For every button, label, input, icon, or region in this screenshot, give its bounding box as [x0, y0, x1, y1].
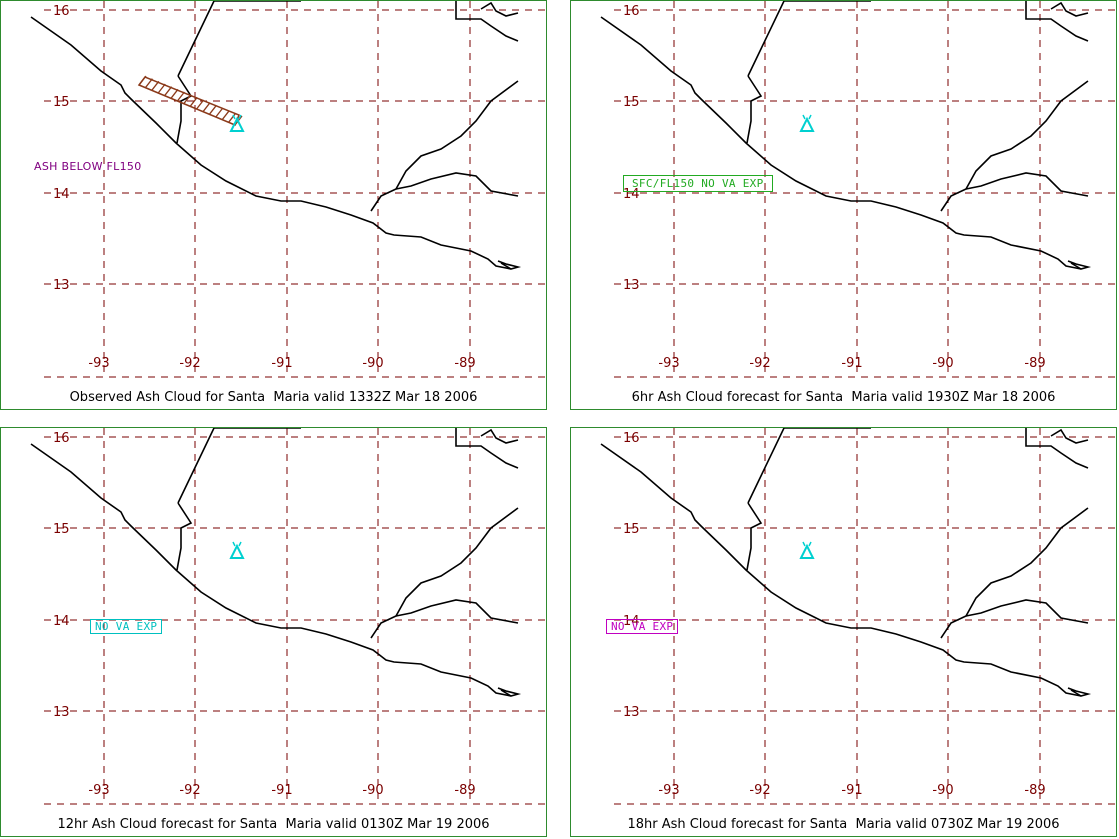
longitude-label: -89: [454, 356, 475, 371]
ash-cloud-polygon: [137, 75, 243, 126]
latitude-label: 14: [623, 614, 640, 629]
longitude-label: -91: [841, 356, 862, 371]
latitude-label: 16: [53, 4, 70, 19]
panel-caption: 6hr Ash Cloud forecast for Santa Maria v…: [631, 390, 1056, 405]
latitude-label: 16: [623, 4, 640, 19]
boundary-line: [455, 1, 519, 42]
boundary-line: [1025, 428, 1089, 469]
latitude-label: 15: [623, 95, 640, 110]
longitude-label: -91: [271, 356, 292, 371]
volcano-triangle-icon: [229, 114, 245, 132]
boundary-line: [30, 16, 512, 270]
longitude-label: -92: [179, 783, 200, 798]
forecast-note-box: NO VA EXP: [606, 619, 679, 634]
boundary-line: [940, 80, 1089, 212]
latitude-label: 16: [53, 431, 70, 446]
map-canvas: 16 15 14 13 -93 -92 -91 -90 -89: [30, 1, 546, 378]
volcano-triangle-icon: [229, 541, 245, 559]
boundary-line: [395, 599, 519, 624]
longitude-label: -91: [841, 783, 862, 798]
boundary-line: [965, 172, 1089, 197]
panel-caption: 12hr Ash Cloud forecast for Santa Maria …: [57, 817, 490, 832]
boundary-line: [177, 1, 301, 77]
coastline-and-borders: [600, 428, 1092, 697]
latitude-label: 14: [53, 614, 70, 629]
lat-lon-grid: [614, 428, 1116, 805]
map-panel-12hr: 16 15 14 13 -93 -92 -91 -90 -89 NO VA EXP 12hr A…: [0, 427, 547, 837]
boundary-line: [480, 1, 519, 17]
forecast-note-box: NO VA EXP: [90, 619, 163, 634]
boundary-line: [455, 428, 519, 469]
longitude-label: -90: [932, 783, 953, 798]
latitude-label: 13: [623, 278, 640, 293]
latitude-label: 13: [53, 705, 70, 720]
boundary-line: [370, 507, 519, 639]
map-panel-18hr: 16 15 14 13 -93 -92 -91 -90 -89 NO VA EXP 18hr A…: [570, 427, 1117, 837]
boundary-line: [747, 1, 871, 77]
longitude-label: -93: [658, 783, 679, 798]
map-panel-6hr: 16 15 14 13 -93 -92 -91 -90 -89 SFC/FL150 NO VA …: [570, 0, 1117, 410]
boundary-line: [940, 507, 1089, 639]
boundary-line: [600, 443, 1082, 697]
longitude-label: -89: [454, 783, 475, 798]
lat-lon-grid: [44, 428, 546, 805]
latitude-label: 14: [53, 187, 70, 202]
latitude-label: 13: [623, 705, 640, 720]
latitude-label: 15: [53, 95, 70, 110]
longitude-label: -90: [362, 783, 383, 798]
boundary-line: [746, 75, 763, 144]
longitude-label: -89: [1024, 356, 1045, 371]
longitude-label: -93: [658, 356, 679, 371]
boundary-line: [395, 172, 519, 197]
latitude-label: 15: [53, 522, 70, 537]
latitude-label: 16: [623, 431, 640, 446]
coastline-and-borders: [30, 428, 522, 697]
coastline-and-borders: [600, 1, 1092, 270]
volcano-triangle-icon: [799, 114, 815, 132]
map-canvas: 16 15 14 13 -93 -92 -91 -90 -89: [600, 1, 1116, 378]
map-canvas: 16 15 14 13 -93 -92 -91 -90 -89: [30, 428, 546, 805]
coastline-and-borders: [30, 1, 522, 270]
lat-lon-grid: [44, 1, 546, 378]
boundary-line: [747, 428, 871, 504]
boundary-line: [1025, 1, 1089, 42]
longitude-label: -93: [88, 783, 109, 798]
map-panel-observed: 16 15 14 13 -93 -92 -91 -90 -89 ASH BELOW FL150 …: [0, 0, 547, 410]
longitude-label: -90: [932, 356, 953, 371]
panel-caption: Observed Ash Cloud for Santa Maria valid…: [69, 390, 478, 405]
boundary-line: [746, 502, 763, 571]
volcano-triangle-icon: [799, 541, 815, 559]
forecast-note-box: SFC/FL150 NO VA EXP: [623, 175, 773, 192]
boundary-line: [176, 502, 193, 571]
panel-caption: 18hr Ash Cloud forecast for Santa Maria …: [627, 817, 1060, 832]
latitude-label: 13: [53, 278, 70, 293]
longitude-label: -89: [1024, 783, 1045, 798]
boundary-line: [30, 443, 512, 697]
boundary-line: [177, 428, 301, 504]
boundary-line: [965, 599, 1089, 624]
latitude-label: 14: [623, 187, 640, 202]
boundary-line: [600, 16, 1082, 270]
boundary-line: [480, 428, 519, 444]
longitude-label: -92: [179, 356, 200, 371]
longitude-label: -92: [749, 356, 770, 371]
boundary-line: [1050, 1, 1089, 17]
boundary-line: [497, 260, 522, 270]
longitude-label: -92: [749, 783, 770, 798]
boundary-line: [1050, 428, 1089, 444]
map-canvas: 16 15 14 13 -93 -92 -91 -90 -89: [600, 428, 1116, 805]
longitude-label: -90: [362, 356, 383, 371]
longitude-label: -91: [271, 783, 292, 798]
lat-lon-grid: [614, 1, 1116, 378]
latitude-label: 15: [623, 522, 640, 537]
ash-level-note: ASH BELOW FL150: [34, 160, 142, 173]
boundary-line: [370, 80, 519, 212]
boundary-line: [176, 75, 193, 144]
longitude-label: -93: [88, 356, 109, 371]
boundary-line: [497, 687, 522, 697]
boundary-line: [1067, 260, 1092, 270]
boundary-line: [1067, 687, 1092, 697]
